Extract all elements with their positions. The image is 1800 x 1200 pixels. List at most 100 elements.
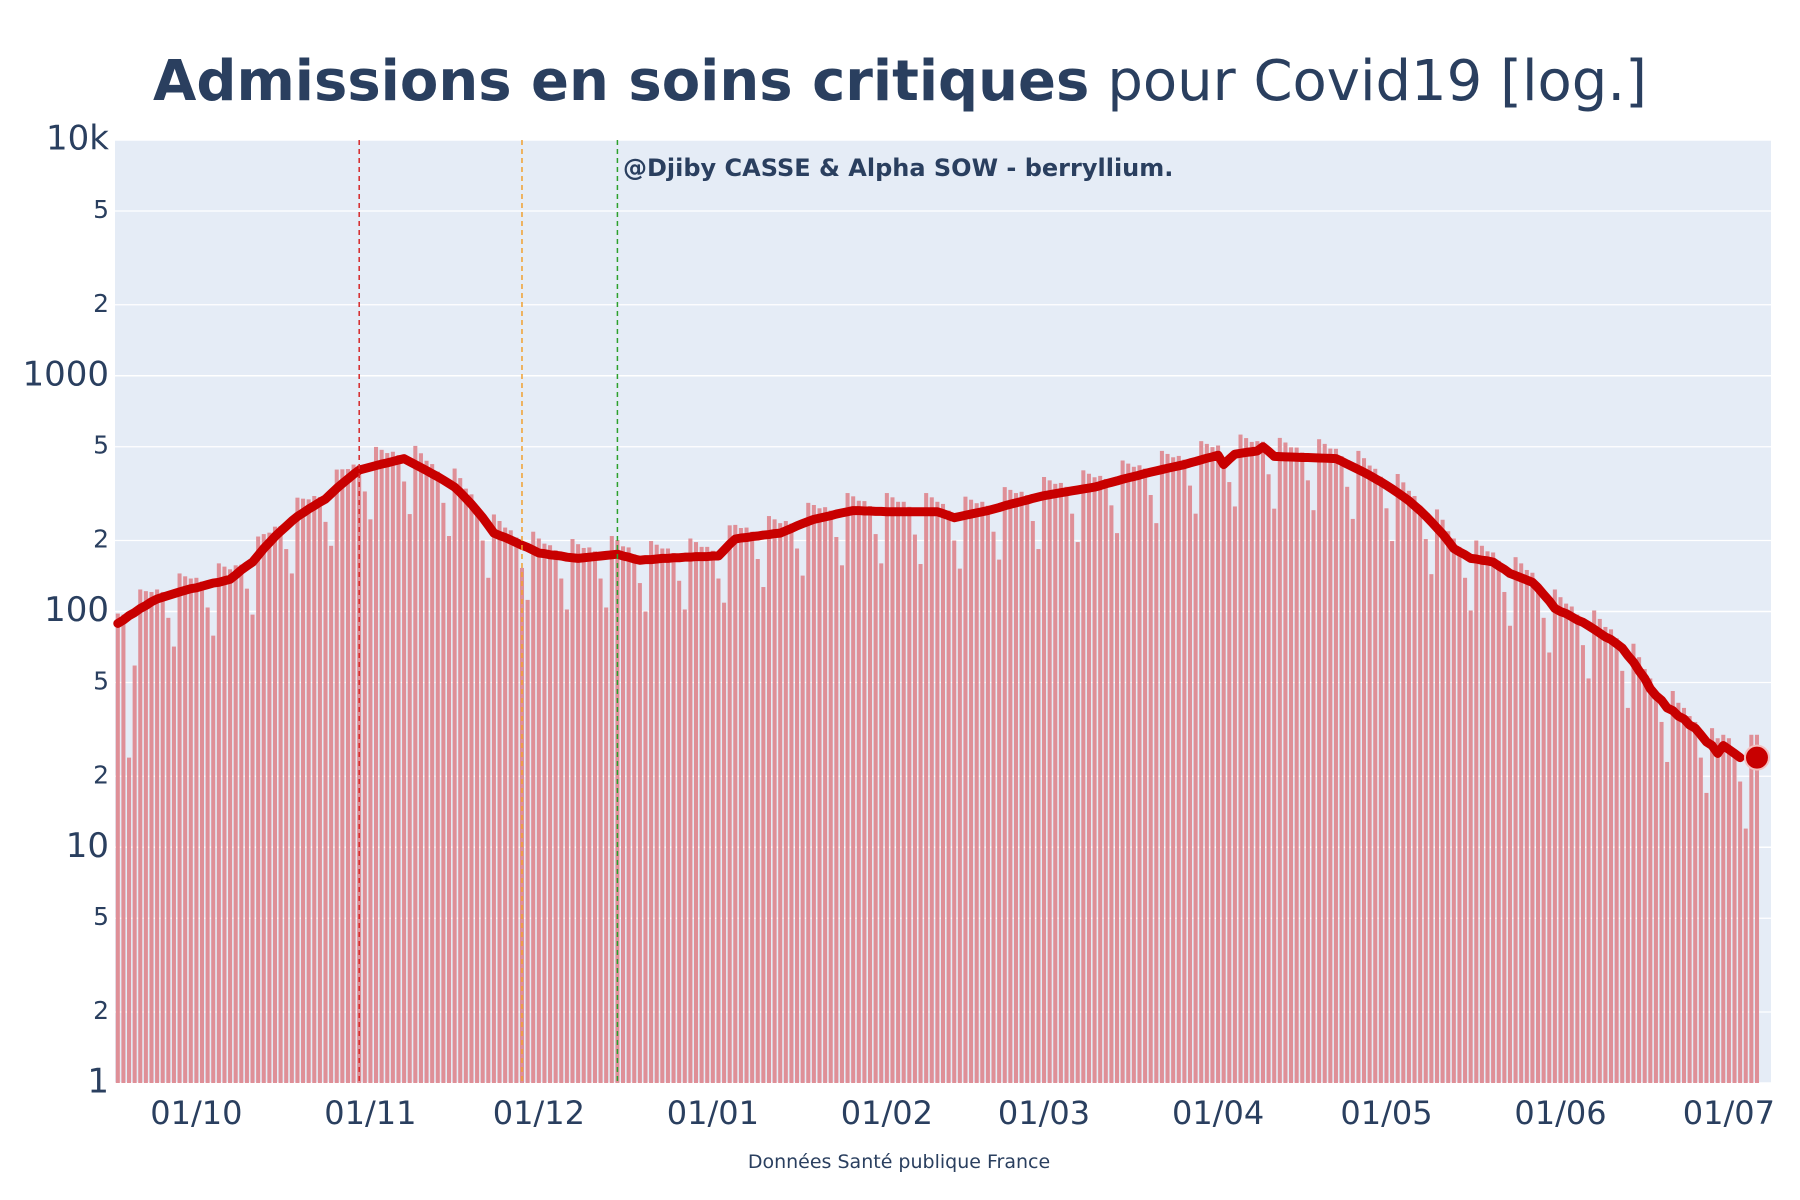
bar <box>1086 473 1091 1084</box>
bar <box>385 453 390 1083</box>
bar <box>233 565 238 1083</box>
bar <box>1328 448 1333 1084</box>
bar <box>525 599 530 1083</box>
bar <box>901 501 906 1083</box>
bar <box>1260 441 1265 1084</box>
bar <box>570 539 575 1083</box>
bar <box>1485 551 1490 1083</box>
bar <box>1558 597 1563 1083</box>
bar <box>716 578 721 1083</box>
bar <box>660 548 665 1083</box>
bar <box>1681 707 1687 1083</box>
bar <box>503 527 508 1083</box>
bar <box>463 488 468 1083</box>
bar <box>1524 569 1529 1083</box>
bar <box>705 546 710 1083</box>
bar <box>1536 583 1541 1083</box>
bar <box>1322 443 1327 1083</box>
bar <box>733 524 738 1083</box>
bar <box>997 559 1002 1083</box>
bar <box>1743 828 1748 1083</box>
bar <box>407 514 412 1083</box>
bar <box>160 591 165 1083</box>
bar <box>699 546 704 1083</box>
bar <box>289 573 294 1083</box>
bar <box>1081 470 1086 1083</box>
bar <box>1552 589 1557 1083</box>
bar <box>1339 456 1344 1083</box>
x-tick-label: 01/03 <box>998 1094 1090 1132</box>
bar <box>918 564 923 1083</box>
bar <box>1114 533 1120 1083</box>
bar <box>969 499 974 1084</box>
y-tick-label: 2 <box>93 996 109 1025</box>
bar <box>177 573 182 1083</box>
bar <box>1159 450 1164 1084</box>
bar <box>514 537 519 1083</box>
bar <box>1648 678 1653 1083</box>
bar <box>1530 572 1535 1083</box>
bar <box>491 514 496 1083</box>
bar <box>1547 652 1552 1083</box>
bar <box>362 491 367 1083</box>
bar <box>637 583 642 1083</box>
bar <box>194 577 199 1083</box>
bar <box>1564 603 1569 1083</box>
bar <box>1187 485 1193 1083</box>
bar <box>795 548 800 1083</box>
bar <box>1103 478 1108 1083</box>
bar <box>115 613 120 1083</box>
bar <box>1586 678 1591 1083</box>
bar <box>1463 577 1468 1083</box>
bar <box>963 496 968 1084</box>
bar <box>811 504 816 1083</box>
bar <box>817 508 822 1083</box>
bar <box>486 577 491 1083</box>
bar <box>940 503 946 1083</box>
bar <box>446 536 452 1083</box>
x-tick-label: 01/02 <box>841 1094 933 1132</box>
bar <box>1642 669 1647 1083</box>
bar <box>755 558 760 1083</box>
bar <box>1738 781 1743 1083</box>
bar <box>317 496 322 1083</box>
bar <box>1036 549 1041 1083</box>
bar <box>1227 482 1232 1083</box>
bar <box>127 757 132 1083</box>
bar <box>1148 495 1153 1083</box>
bar <box>946 510 951 1083</box>
bar <box>121 614 126 1083</box>
bar <box>256 536 261 1083</box>
bar <box>1098 475 1103 1083</box>
bar <box>991 531 996 1083</box>
bar <box>1721 734 1726 1083</box>
bar <box>480 540 485 1083</box>
bar <box>682 609 687 1083</box>
bar <box>896 501 901 1083</box>
bar <box>402 481 407 1083</box>
bar <box>536 538 541 1083</box>
bar <box>1749 734 1754 1083</box>
y-tick-label: 5 <box>93 195 109 224</box>
bar <box>1193 513 1198 1083</box>
bar <box>1603 626 1608 1083</box>
bar <box>413 445 418 1084</box>
bar <box>839 565 844 1083</box>
bar <box>957 568 962 1083</box>
bar <box>183 576 188 1083</box>
bar <box>1120 460 1125 1084</box>
bar <box>166 617 171 1083</box>
bar <box>868 506 873 1083</box>
bar <box>985 505 990 1083</box>
bar <box>1199 441 1204 1083</box>
bar <box>823 507 828 1083</box>
bar <box>834 537 839 1083</box>
bar <box>1687 716 1692 1083</box>
bar <box>710 550 715 1083</box>
bar <box>1693 721 1698 1083</box>
bar <box>284 549 289 1083</box>
bar <box>1300 452 1305 1083</box>
x-tick-label: 01/11 <box>324 1094 416 1132</box>
line <box>113 442 1745 763</box>
